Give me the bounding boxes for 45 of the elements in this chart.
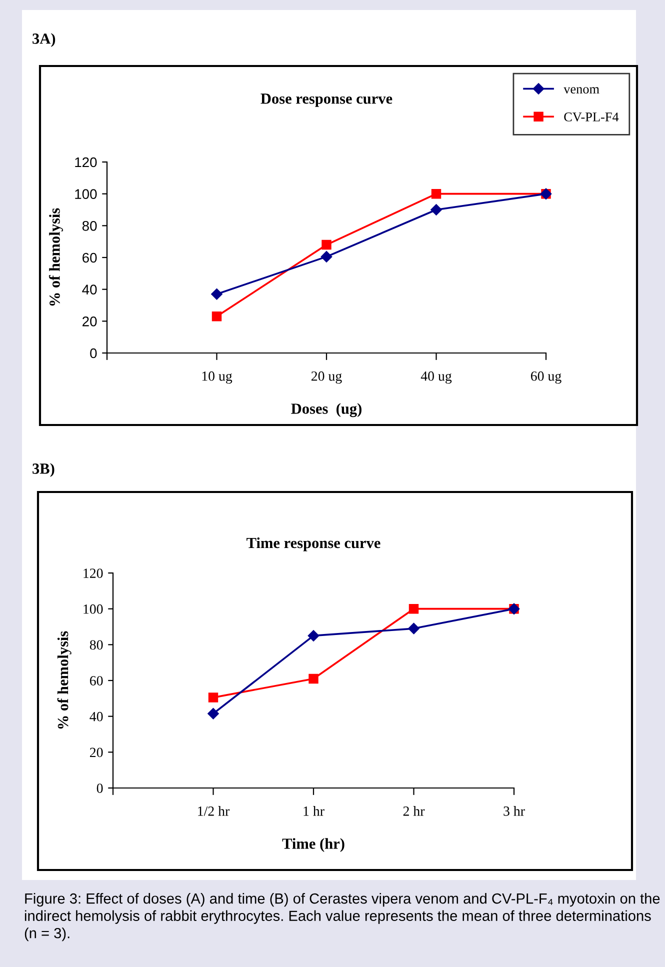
x-axis-title: Time (hr)	[282, 838, 344, 852]
point	[320, 251, 332, 262]
legend-label: venom	[564, 87, 600, 94]
chart-title: Dose response curve	[260, 94, 392, 107]
y-tick-label: 20	[82, 316, 97, 326]
point	[308, 630, 320, 642]
point	[208, 692, 218, 702]
y-tick-label: 0	[90, 348, 97, 358]
y-tick-label: 0	[96, 784, 103, 793]
point	[322, 240, 332, 250]
x-tick-label: 1 hr	[304, 806, 324, 816]
point	[408, 604, 419, 614]
x-tick-label: 3 hr	[504, 806, 525, 816]
y-tick-label: 100	[84, 604, 103, 614]
point	[208, 708, 219, 720]
point	[430, 204, 442, 216]
x-tick-label: 1/2 hr	[198, 806, 230, 816]
y-tick-label: 120	[75, 157, 97, 168]
text: 3B)	[32, 463, 54, 477]
x-tick-label: 40 ug	[420, 371, 452, 384]
y-tick-label: 100	[75, 189, 97, 200]
point	[431, 188, 442, 199]
y-tick-label: 80	[82, 221, 97, 231]
text: 3A)	[32, 33, 56, 47]
y-tick-label: 40	[90, 712, 103, 722]
point	[212, 312, 222, 322]
x-tick-label: 60 ug	[530, 371, 562, 384]
y-axis-title: % of hemolysis	[57, 631, 72, 729]
chart-title: Time response curve	[246, 537, 380, 552]
x-tick-label: 10 ug	[202, 371, 232, 384]
y-tick-label: 20	[90, 748, 103, 758]
point	[408, 622, 420, 634]
y-tick-label: 60	[82, 252, 97, 263]
legend-label: CV-PL-F4	[564, 112, 619, 122]
x-axis-title: Doses (ug)	[291, 403, 362, 418]
y-tick-label: 120	[84, 568, 103, 578]
y-axis-title: % of hemolysis	[48, 208, 63, 306]
point	[308, 674, 318, 684]
y-tick-label: 40	[82, 284, 97, 295]
caption: Figure 3: Effect of doses (A) and time (B) of Cerastes vipera venom and CV-PL-F₄ myotoxin on the indirect hemolysis of rabbit erythrocytes. Each value represents the mean of three determinations (n = 3).	[24, 893, 660, 942]
x-tick-label: 20 ug	[311, 371, 342, 384]
y-tick-label: 80	[90, 640, 103, 650]
point	[211, 288, 222, 300]
y-tick-label: 60	[90, 676, 103, 686]
x-tick-label: 2 hr	[403, 806, 425, 816]
